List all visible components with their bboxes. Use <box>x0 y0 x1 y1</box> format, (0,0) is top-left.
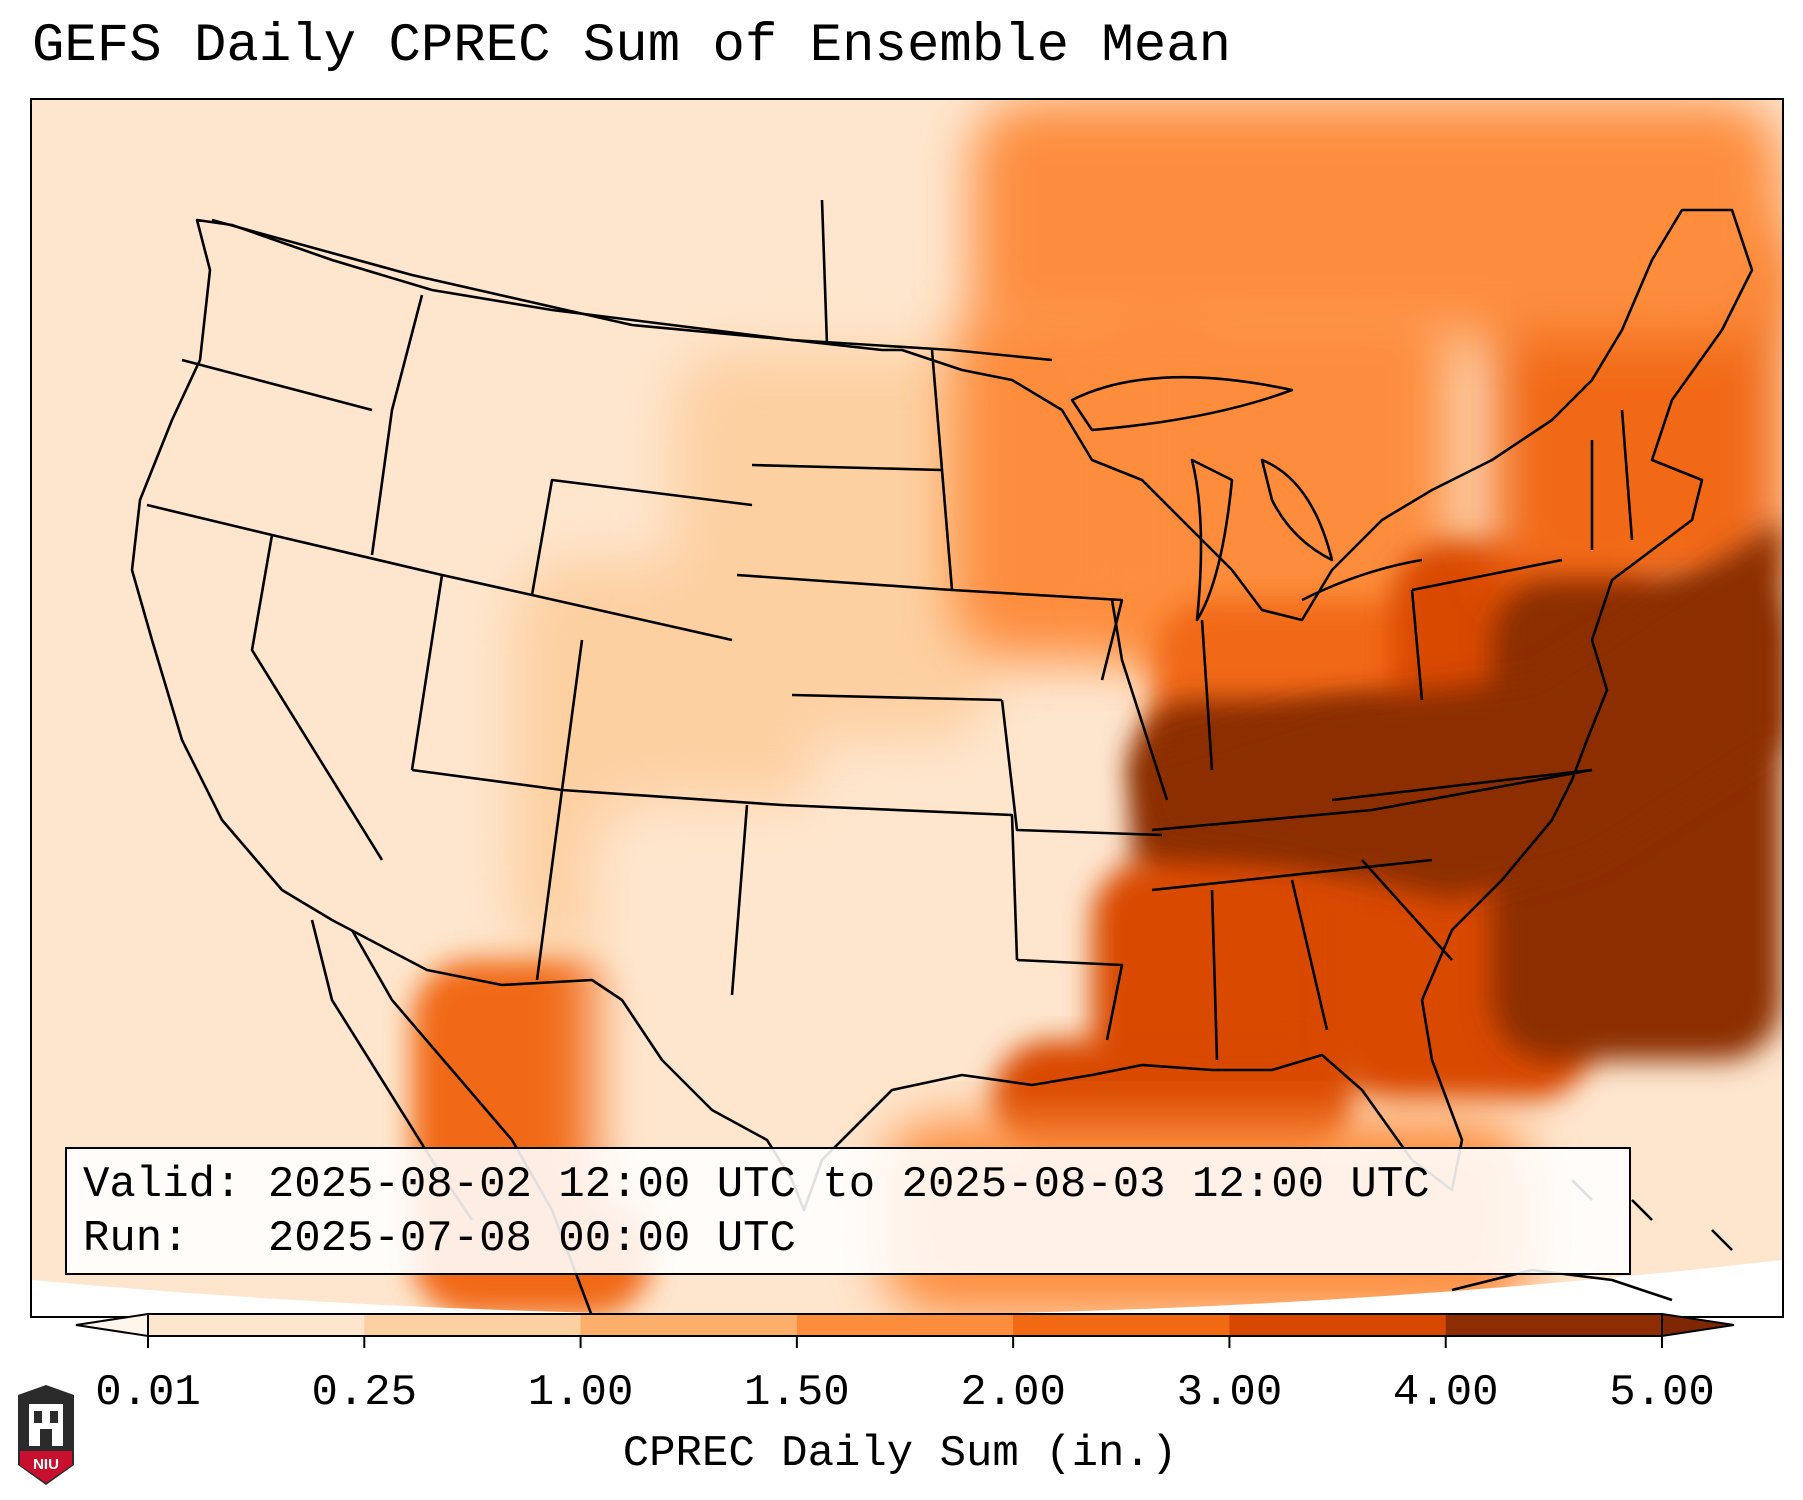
border-oh-pa <box>1410 589 1424 701</box>
colorbar-segment <box>796 1314 1014 1336</box>
precip-region-great-basin <box>252 480 532 920</box>
valid-value: 2025-08-02 12:00 UTC to 2025-08-03 12:00… <box>267 1160 1430 1210</box>
colorbar-segment <box>1445 1314 1663 1336</box>
lake-huron <box>1260 458 1334 562</box>
border-mn-ia <box>951 588 1124 681</box>
colorbar-segments <box>75 1312 1735 1338</box>
colorbar-frame <box>147 1313 1663 1337</box>
border-ky-tn <box>1151 768 1593 832</box>
valid-label: Valid: <box>83 1160 242 1210</box>
logo-band <box>20 1451 72 1483</box>
border-il-in <box>1110 599 1169 801</box>
colorbar-tick-label: 1.50 <box>744 1368 850 1418</box>
colorbar-segment <box>148 1314 365 1336</box>
colorbar-ticks: 0.01 0.25 1.00 1.50 2.00 3.00 4.00 5.00 <box>95 1336 1715 1418</box>
run-value: 2025-07-08 00:00 UTC <box>267 1214 796 1264</box>
border-ar <box>1016 958 1124 1041</box>
border-pa-ny <box>1411 558 1563 592</box>
colorbar-tick-label: 2.00 <box>960 1368 1066 1418</box>
info-box: Valid: 2025-08-02 12:00 UTC to 2025-08-0… <box>65 1147 1631 1275</box>
border-wy-co <box>531 593 733 642</box>
logo-window <box>34 1411 42 1423</box>
logo-window <box>50 1411 58 1423</box>
colorbar-over-arrow <box>1661 1312 1735 1338</box>
border-nv-ca <box>250 534 384 861</box>
border-mt-nd <box>820 199 829 346</box>
colorbar-tick-label: 4.00 <box>1393 1368 1499 1418</box>
border-co-nm <box>561 788 783 807</box>
precip-region-california-coast <box>52 520 232 860</box>
border-va-nc <box>1331 768 1593 802</box>
border-ne-states <box>1590 409 1634 550</box>
logo-door <box>40 1429 52 1447</box>
border-ut-co <box>560 639 584 791</box>
colorbar-segment <box>1229 1314 1447 1336</box>
colorbar: 0.01 0.25 1.00 1.50 2.00 3.00 4.00 5.00 CPREC D… <box>18 1312 1735 1485</box>
border-ms-al <box>1210 889 1219 1061</box>
border-sd-ne <box>736 573 953 592</box>
precip-region-texas <box>592 800 992 1220</box>
run-label: Run: <box>83 1214 189 1264</box>
cuba <box>1451 1268 1673 1302</box>
canada-border <box>211 218 1053 362</box>
chart-title: GEFS Daily CPREC Sum of Ensemble Mean <box>32 16 1231 77</box>
run-line: Run: 2025-07-08 00:00 UTC <box>83 1217 796 1261</box>
precip-region-northern-plains <box>672 350 992 740</box>
border-ne-ks <box>791 693 1003 702</box>
projection-edge <box>32 1260 1782 1316</box>
lake-michigan <box>1190 458 1234 622</box>
border-mn-wi <box>930 349 954 591</box>
us-outline <box>130 208 1754 1212</box>
state-borders <box>130 199 1754 1316</box>
precip-region-great-lakes <box>1112 300 1452 660</box>
colorbar-segment <box>364 1314 582 1336</box>
colorbar-label: CPREC Daily Sum (in.) <box>623 1429 1178 1479</box>
border-al-ga <box>1290 879 1329 1031</box>
border-or-ca <box>146 503 273 537</box>
border-ks-ok <box>781 803 1019 961</box>
colorbar-segment <box>1013 1314 1230 1336</box>
border-id <box>370 294 424 556</box>
colorbar-under-arrow <box>75 1312 149 1338</box>
precip-region-southern-canada <box>972 100 1782 340</box>
map-panel <box>30 98 1784 1318</box>
colorbar-tick-label: 0.01 <box>95 1368 201 1418</box>
border-or-wa <box>181 358 373 412</box>
colorbar-segment <box>580 1314 798 1336</box>
lake-superior <box>1070 375 1294 432</box>
colorbar-tick-label: 0.25 <box>311 1368 417 1418</box>
precip-band-tn-atlantic <box>1132 520 1782 900</box>
border-nd-sd <box>751 463 943 472</box>
border-mo <box>1000 699 1163 837</box>
border-in-oh <box>1200 619 1214 771</box>
colorbar-tick-label: 3.00 <box>1177 1368 1283 1418</box>
border-tn-al <box>1151 858 1433 892</box>
precip-field <box>32 100 1782 1316</box>
border-mt-wy <box>441 478 753 597</box>
valid-line: Valid: 2025-08-02 12:00 UTC to 2025-08-0… <box>83 1163 1430 1207</box>
logo-text: NIU <box>33 1456 59 1473</box>
colorbar-tick-label: 5.00 <box>1609 1368 1715 1418</box>
precip-region-pacific-northwest <box>152 180 332 520</box>
precip-map <box>32 100 1782 1316</box>
border-nm-tx <box>730 804 749 996</box>
niu-logo: NIU <box>18 1385 74 1485</box>
colorbar-tick-label: 1.00 <box>528 1368 634 1418</box>
lake-erie <box>1301 558 1423 602</box>
border-ga-sc <box>1361 859 1453 961</box>
